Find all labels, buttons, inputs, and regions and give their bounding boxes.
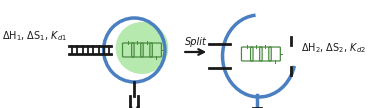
Ellipse shape xyxy=(116,22,168,74)
Text: $\Delta$H$_1$, $\Delta$S$_1$, $\mathit{K}_{d1}$: $\Delta$H$_1$, $\Delta$S$_1$, $\mathit{K… xyxy=(2,29,67,43)
Text: $\Delta$H$_2$, $\Delta$S$_2$, $\mathit{K}_{d2}$: $\Delta$H$_2$, $\Delta$S$_2$, $\mathit{K… xyxy=(301,41,366,55)
Text: Split: Split xyxy=(185,37,207,47)
